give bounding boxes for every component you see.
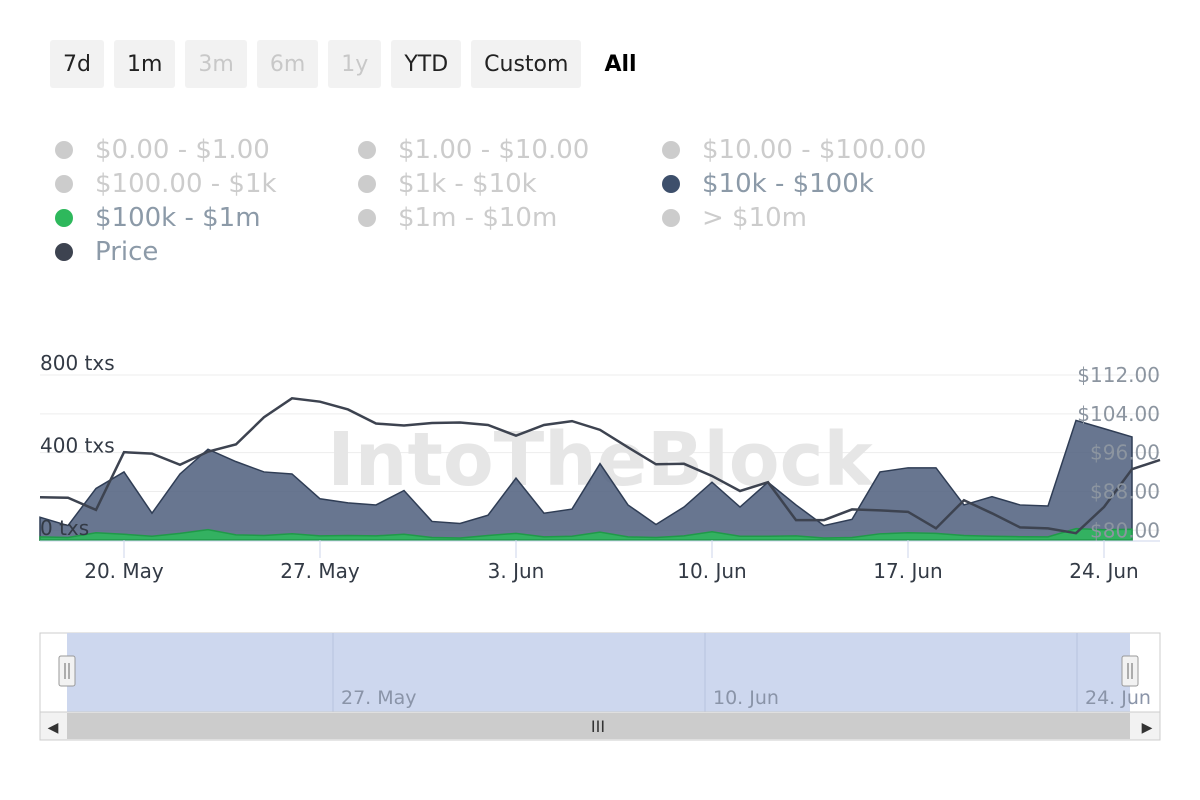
- legend-label: $10.00 - $100.00: [702, 135, 927, 165]
- legend-label: $10k - $100k: [702, 169, 874, 199]
- legend-dot-icon: [55, 141, 73, 159]
- left-axis-label: 400 txs: [40, 434, 115, 458]
- legend-item[interactable]: $10k - $100k: [662, 169, 874, 199]
- range-button-3m: 3m: [185, 40, 247, 88]
- scroll-right-arrow-icon[interactable]: ▶: [1142, 720, 1153, 736]
- right-axis-label: $88.00: [1090, 479, 1160, 503]
- range-button-all[interactable]: All: [604, 51, 637, 77]
- legend-item[interactable]: > $10m: [662, 203, 807, 233]
- legend-dot-icon: [662, 175, 680, 193]
- legend-item[interactable]: $1m - $10m: [358, 203, 557, 233]
- navigator-handle-right[interactable]: [1121, 655, 1139, 687]
- legend-item[interactable]: $100.00 - $1k: [55, 169, 277, 199]
- navigator-label: 27. May: [341, 687, 417, 709]
- legend-dot-icon: [55, 243, 73, 261]
- axes-layer: 0 txs 400 txs 800 txs $80.00 $88.00 $96.00 $10…: [40, 351, 1160, 583]
- legend-dot-icon: [358, 209, 376, 227]
- right-axis-label: $104.00: [1077, 402, 1160, 426]
- left-axis-label: 0 txs: [40, 516, 89, 540]
- x-axis-label: 3. Jun: [488, 559, 545, 583]
- navigator: 27. May 10. Jun 24. Jun III ◀ ▶: [39, 632, 1161, 741]
- navigator-label: 10. Jun: [713, 687, 779, 709]
- x-axis-label: 10. Jun: [677, 559, 746, 583]
- x-axis-label: 27. May: [280, 559, 360, 583]
- legend-label: $100k - $1m: [95, 203, 261, 233]
- right-axis-label: $80.00: [1090, 518, 1160, 542]
- legend-label: $1k - $10k: [398, 169, 537, 199]
- range-button-7d[interactable]: 7d: [50, 40, 104, 88]
- navigator-handle-left[interactable]: [58, 655, 76, 687]
- legend-label: $0.00 - $1.00: [95, 135, 270, 165]
- x-axis-label: 17. Jun: [873, 559, 942, 583]
- scroll-left-arrow-icon[interactable]: ◀: [48, 720, 59, 736]
- legend-label: Price: [95, 237, 159, 267]
- legend-item[interactable]: $1.00 - $10.00: [358, 135, 589, 165]
- legend-dot-icon: [358, 141, 376, 159]
- range-button-1y: 1y: [328, 40, 382, 88]
- navigator-selection[interactable]: [67, 633, 1130, 712]
- left-axis-label: 800 txs: [40, 351, 115, 375]
- price-line: [39, 396, 1161, 535]
- range-button-1m[interactable]: 1m: [113, 40, 176, 88]
- x-axis-label: 24. Jun: [1069, 559, 1138, 583]
- legend-dot-icon: [662, 209, 680, 227]
- legend-item[interactable]: $100k - $1m: [55, 203, 261, 233]
- series-layer: [39, 396, 1161, 541]
- legend-dot-icon: [55, 175, 73, 193]
- navigator-label: 24. Jun: [1085, 687, 1151, 709]
- scrollbar-grip-icon: III: [591, 717, 605, 736]
- right-axis-label: $96.00: [1090, 441, 1160, 465]
- legend-dot-icon: [662, 141, 680, 159]
- range-button-6m: 6m: [256, 40, 319, 88]
- legend-item[interactable]: $1k - $10k: [358, 169, 537, 199]
- legend-label: $1.00 - $10.00: [398, 135, 590, 165]
- right-axis-label: $112.00: [1077, 363, 1160, 387]
- range-selector: 7d 1m 3m 6m 1y YTD Custom All: [50, 40, 650, 88]
- legend-item[interactable]: $10.00 - $100.00: [662, 135, 926, 165]
- legend-label: $1m - $10m: [398, 203, 558, 233]
- x-axis-label: 20. May: [84, 559, 164, 583]
- legend-item[interactable]: $0.00 - $1.00: [55, 135, 270, 165]
- series-area-1: [39, 527, 1133, 541]
- scrollbar-thumb[interactable]: [67, 713, 1130, 739]
- legend-item[interactable]: Price: [55, 237, 158, 267]
- legend-dot-icon: [55, 209, 73, 227]
- legend-label: > $10m: [702, 203, 808, 233]
- legend-dot-icon: [358, 175, 376, 193]
- range-button-custom[interactable]: Custom: [471, 40, 582, 88]
- legend-label: $100.00 - $1k: [95, 169, 277, 199]
- range-button-ytd[interactable]: YTD: [391, 40, 462, 88]
